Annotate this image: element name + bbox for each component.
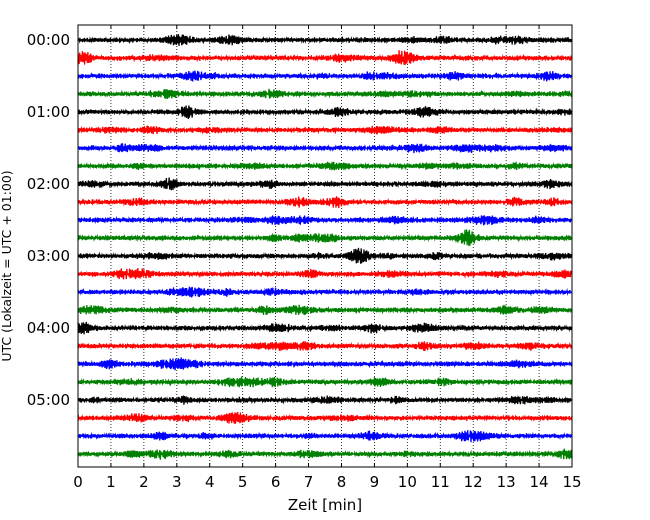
x-tick-label: 6	[271, 473, 281, 491]
x-tick-label: 14	[530, 473, 549, 491]
trace-row-135	[77, 196, 573, 208]
trace-row-180	[77, 247, 573, 264]
y-tick-label: 02:00	[27, 175, 70, 193]
trace-row-285	[77, 376, 573, 388]
trace-row-315	[77, 412, 573, 424]
x-axis-label: Zeit [min]	[288, 496, 362, 514]
trace-row-90	[77, 143, 573, 154]
trace-row-165	[77, 229, 573, 246]
trace-row-150	[77, 215, 573, 226]
trace-row-345	[77, 448, 573, 460]
trace-row-255	[77, 341, 573, 351]
x-tick-label: 11	[431, 473, 450, 491]
y-tick-label: 05:00	[27, 391, 70, 409]
trace-row-225	[77, 304, 573, 316]
y-axis-label: UTC (Lokalzeit = UTC + 01:00)	[0, 170, 14, 361]
trace-row-240	[77, 321, 573, 335]
trace-row-75	[77, 125, 573, 135]
x-tick-label: 10	[398, 473, 417, 491]
y-tick-label: 04:00	[27, 319, 70, 337]
trace-row-60	[77, 105, 573, 119]
x-tick-label: 13	[497, 473, 516, 491]
trace-row-15	[77, 50, 573, 65]
x-tick-label: 1	[106, 473, 116, 491]
trace-row-195	[77, 268, 573, 280]
trace-row-105	[77, 161, 573, 172]
y-tick-label: 01:00	[27, 103, 70, 121]
x-tick-label: 9	[370, 473, 380, 491]
trace-row-270	[77, 357, 573, 371]
y-axis-ticks: 00:00 01:00 02:00 03:00 04:00 05:00	[27, 31, 572, 409]
x-tick-label: 12	[464, 473, 483, 491]
x-tick-label: 15	[562, 473, 581, 491]
x-tick-label: 8	[337, 473, 347, 491]
x-tick-label: 2	[139, 473, 149, 491]
x-tick-label: 4	[205, 473, 215, 491]
trace-row-45	[77, 88, 573, 99]
trace-rows	[77, 34, 573, 460]
trace-row-30	[77, 70, 573, 82]
plot-frame	[77, 24, 573, 468]
x-tick-label: 0	[73, 473, 83, 491]
trace-row-120	[77, 177, 573, 191]
x-axis-ticks: 0 1 2 3 4 5 6 7 8 9 10 11 12 13 14 15	[73, 25, 582, 491]
trace-row-0	[77, 34, 573, 46]
y-tick-label: 03:00	[27, 247, 70, 265]
x-tick-label: 5	[238, 473, 248, 491]
trace-row-210	[77, 286, 573, 298]
x-tick-label: 3	[172, 473, 182, 491]
x-tick-label: 7	[304, 473, 314, 491]
trace-row-330	[77, 430, 573, 443]
y-tick-label: 00:00	[27, 31, 70, 49]
trace-row-300	[77, 395, 573, 405]
